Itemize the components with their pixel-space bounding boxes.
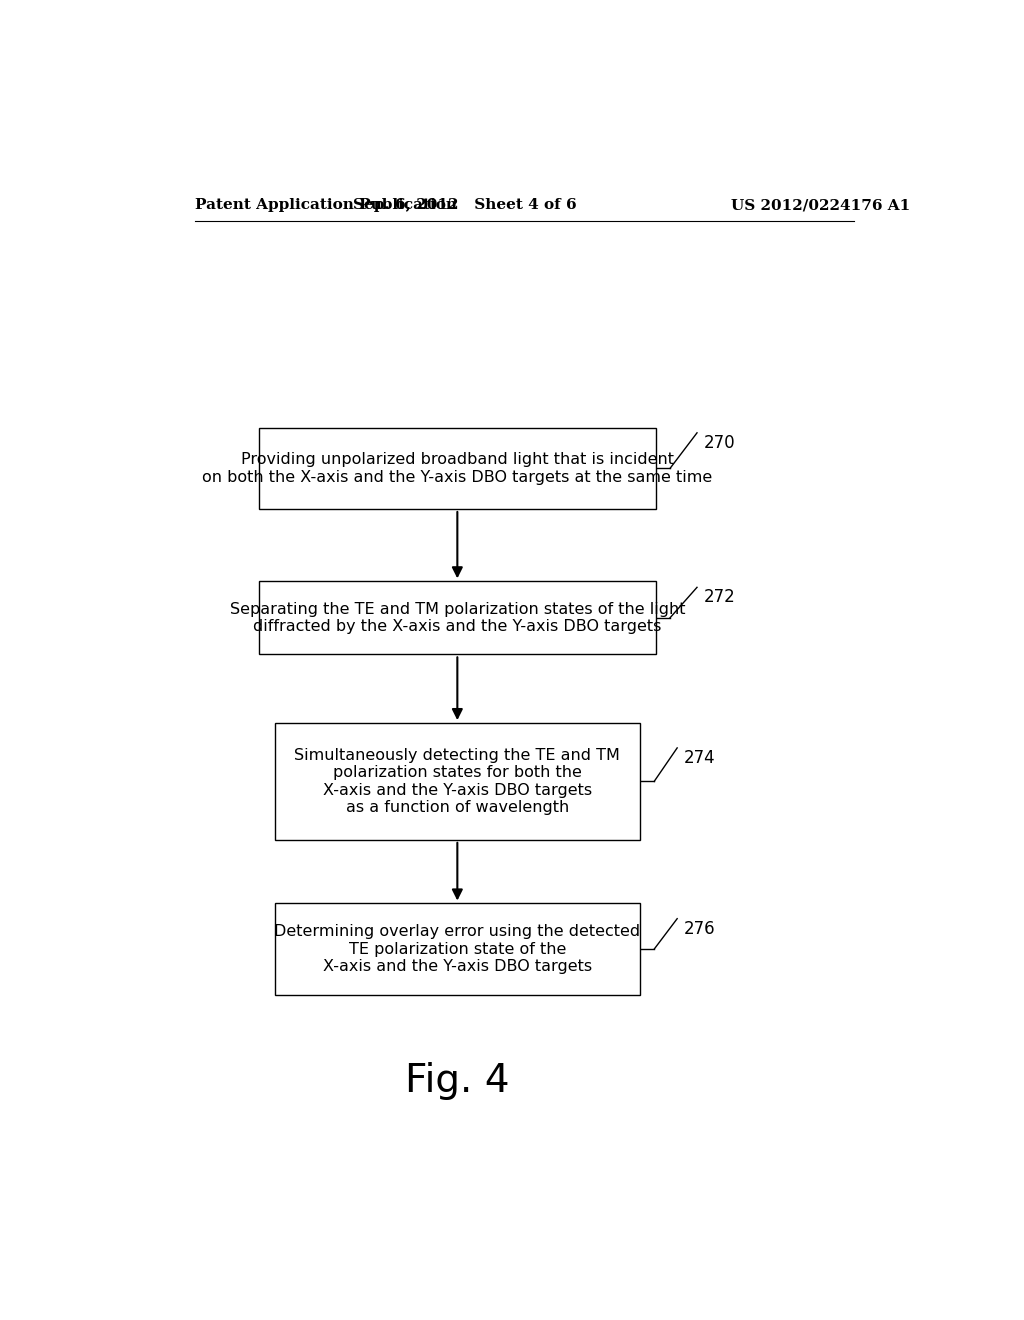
Text: Providing unpolarized broadband light that is incident
on both the X-axis and th: Providing unpolarized broadband light th… bbox=[202, 453, 713, 484]
Text: 274: 274 bbox=[684, 748, 715, 767]
Text: Fig. 4: Fig. 4 bbox=[406, 1063, 510, 1101]
Bar bbox=[259, 581, 655, 655]
Text: US 2012/0224176 A1: US 2012/0224176 A1 bbox=[731, 198, 910, 213]
Text: Separating the TE and TM polarization states of the light
diffracted by the X-ax: Separating the TE and TM polarization st… bbox=[229, 602, 685, 634]
Text: 270: 270 bbox=[703, 434, 735, 451]
Text: Patent Application Publication: Patent Application Publication bbox=[196, 198, 458, 213]
Bar bbox=[274, 723, 640, 840]
Text: Simultaneously detecting the TE and TM
polarization states for both the
X-axis a: Simultaneously detecting the TE and TM p… bbox=[295, 748, 621, 814]
Text: 276: 276 bbox=[684, 920, 715, 937]
Bar bbox=[274, 903, 640, 995]
Text: 272: 272 bbox=[703, 589, 735, 606]
Text: Sep. 6, 2012   Sheet 4 of 6: Sep. 6, 2012 Sheet 4 of 6 bbox=[353, 198, 578, 213]
Text: Determining overlay error using the detected
TE polarization state of the
X-axis: Determining overlay error using the dete… bbox=[274, 924, 640, 974]
Bar bbox=[259, 428, 655, 510]
